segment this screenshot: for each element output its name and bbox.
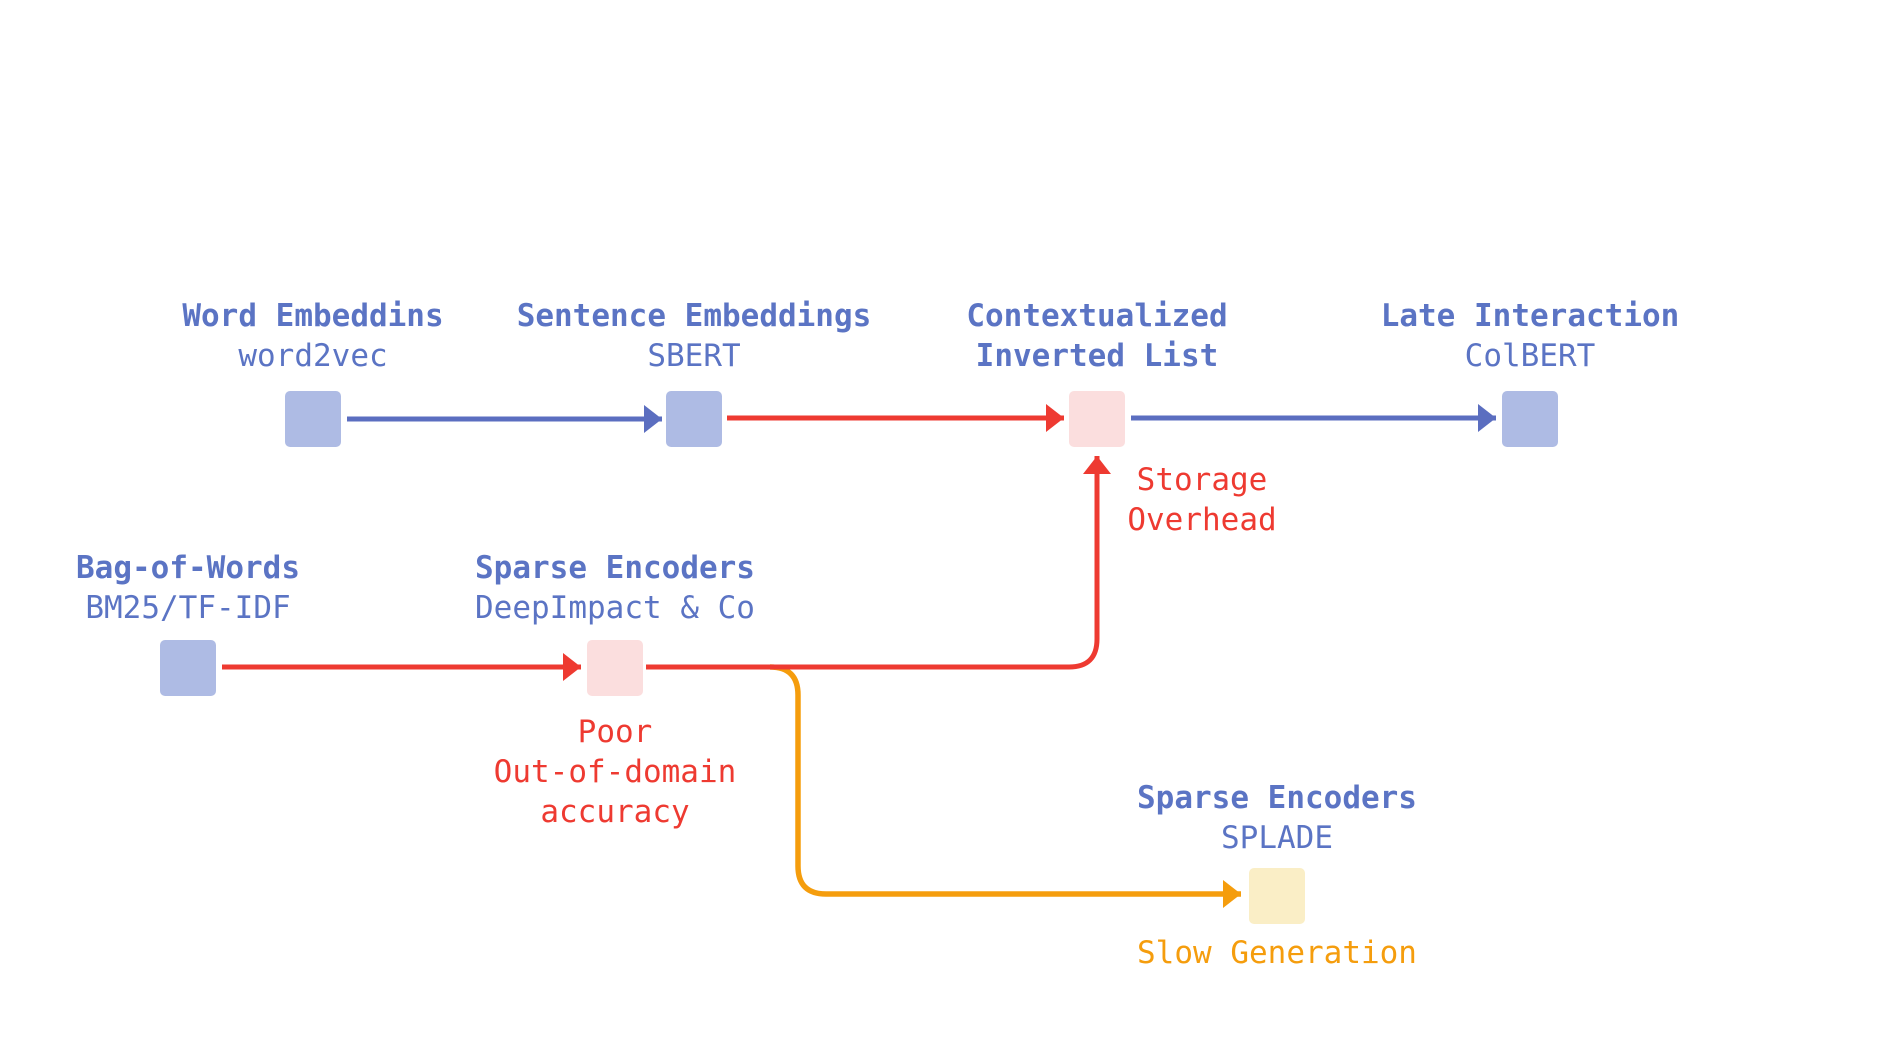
node-sparse-encoders-deepimpact-label: Sparse Encoders DeepImpact & Co <box>405 548 825 628</box>
node-title: Sparse Encoders <box>475 550 755 586</box>
arrow-deepimpact-to-splade <box>769 664 1241 908</box>
node-contextualized-inverted-list-square <box>1069 391 1125 447</box>
node-title: Sentence Embeddings <box>516 298 872 334</box>
node-bag-of-words-label: Bag-of-Words BM25/TF-IDF <box>0 548 398 628</box>
node-subtitle: ColBERT <box>1464 338 1596 374</box>
annotation-storage-overhead: Storage Overhead <box>992 460 1412 540</box>
node-subtitle: word2vec <box>238 338 388 374</box>
node-late-interaction-square <box>1502 391 1558 447</box>
annotation-line: Storage <box>1136 462 1268 498</box>
annotation-slow-generation: Slow Generation <box>1067 933 1487 973</box>
node-late-interaction-label: Late Interaction ColBERT <box>1320 296 1740 376</box>
annotation-line: Slow Generation <box>1137 935 1417 971</box>
node-title: Sparse Encoders <box>1137 780 1417 816</box>
node-sparse-encoders-splade-label: Sparse Encoders SPLADE <box>1067 778 1487 858</box>
annotation-line: Out-of-domain <box>493 754 737 790</box>
node-title: Word Embeddins <box>182 298 444 334</box>
node-subtitle: SBERT <box>647 338 741 374</box>
node-title: Contextualized <box>966 298 1228 334</box>
annotation-line: accuracy <box>540 794 690 830</box>
node-subtitle: DeepImpact & Co <box>475 590 755 626</box>
node-sentence-embeddings-square <box>666 391 722 447</box>
node-title: Bag-of-Words <box>76 550 300 586</box>
node-sparse-encoders-splade-square <box>1249 868 1305 924</box>
node-word-embeddings-label: Word Embeddins word2vec <box>103 296 523 376</box>
node-word-embeddings-square <box>285 391 341 447</box>
node-sentence-embeddings-label: Sentence Embeddings SBERT <box>484 296 904 376</box>
annotation-line: Poor <box>577 714 653 750</box>
node-title: Late Interaction <box>1380 298 1680 334</box>
node-bag-of-words-square <box>160 640 216 696</box>
node-subtitle: BM25/TF-IDF <box>85 590 291 626</box>
node-contextualized-inverted-list-label: Contextualized Inverted List <box>887 296 1307 376</box>
annotation-poor-accuracy: Poor Out-of-domain accuracy <box>405 712 825 832</box>
node-sparse-encoders-deepimpact-square <box>587 640 643 696</box>
arrow-deepimpact-to-inverted-list <box>646 456 1111 670</box>
node-subtitle: SPLADE <box>1221 820 1333 856</box>
node-title-line2: Inverted List <box>975 338 1219 374</box>
annotation-line: Overhead <box>1127 502 1277 538</box>
